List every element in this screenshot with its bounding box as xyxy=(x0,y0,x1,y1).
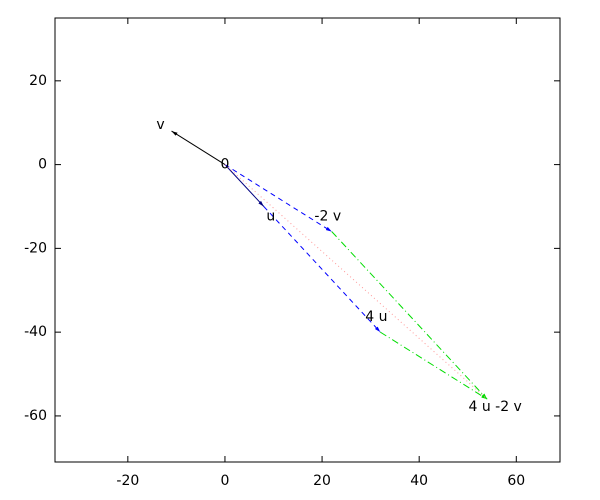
plot-frame xyxy=(54,17,561,463)
x-tick-label: 20 xyxy=(313,473,331,489)
y-tick-label: -20 xyxy=(24,240,47,256)
x-tick-label: 60 xyxy=(507,473,525,489)
point-label: 0 xyxy=(220,157,229,173)
point-label: 4 u -2 v xyxy=(468,399,521,415)
x-tick-label: 40 xyxy=(410,473,428,489)
y-tick-label: -60 xyxy=(24,408,47,424)
vector-segment xyxy=(224,164,488,400)
x-tick-label: 0 xyxy=(220,473,229,489)
y-tick-label: -40 xyxy=(24,324,47,340)
point-label: 4 u xyxy=(365,309,387,325)
vector-segment xyxy=(263,206,381,333)
x-tick-label: -20 xyxy=(116,473,139,489)
y-tick-label: 20 xyxy=(29,73,47,89)
point-label: -2 v xyxy=(314,209,341,225)
vector-segment xyxy=(224,164,333,233)
vector-segment xyxy=(224,164,265,207)
y-tick-label: 0 xyxy=(38,157,47,173)
vector-segment xyxy=(171,130,226,166)
vector-segment xyxy=(331,231,488,400)
point-label: u xyxy=(266,208,275,224)
point-label: v xyxy=(156,117,164,133)
